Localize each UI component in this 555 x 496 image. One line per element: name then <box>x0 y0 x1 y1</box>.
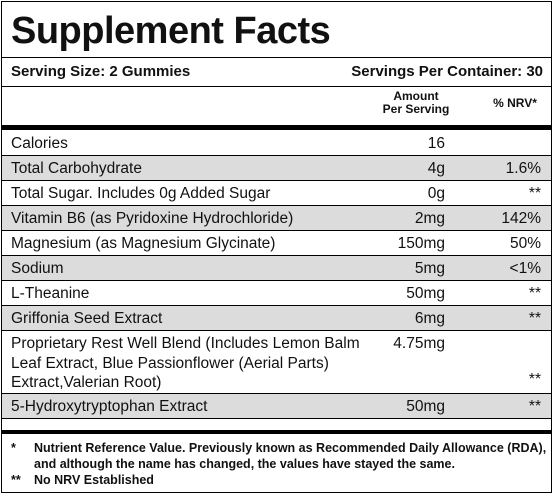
footnote: ** No NRV Established <box>2 472 551 488</box>
nutrient-name: Total Carbohydrate <box>11 160 142 177</box>
nutrient-amount: 50mg <box>406 398 445 415</box>
table-row: Griffonia Seed Extract 6mg ** <box>2 306 551 331</box>
nutrient-amount: 4.75mg <box>393 335 445 352</box>
table-row: Total Carbohydrate 4g 1.6% <box>2 156 551 181</box>
amount-header-line2: Per Serving <box>382 102 450 116</box>
amount-header-line1: Amount <box>393 89 439 103</box>
footnote-text: Nutrient Reference Value. Previously kno… <box>34 441 547 471</box>
nutrient-amount: 50mg <box>406 285 445 302</box>
nrv-header: % NRV* <box>493 96 537 110</box>
panel-title: Supplement Facts <box>11 10 331 52</box>
nutrient-amount: 150mg <box>397 235 445 252</box>
table-row: Calories 16 <box>2 131 551 156</box>
nutrient-nrv: ** <box>528 285 541 302</box>
nutrient-amount: 5mg <box>414 260 445 277</box>
table-row: Total Sugar. Includes 0g Added Sugar 0g … <box>2 181 551 206</box>
nutrient-nrv: ** <box>528 185 541 202</box>
nutrient-amount: 6mg <box>414 310 445 327</box>
footnote-mark: ** <box>11 473 21 487</box>
footnote-mark: * <box>11 441 16 455</box>
nutrient-name: Calories <box>11 135 68 152</box>
nutrient-name: Magnesium (as Magnesium Glycinate) <box>11 235 276 252</box>
nutrient-nrv: <1% <box>509 260 541 277</box>
serving-size: Serving Size: 2 Gummies <box>11 63 191 80</box>
nutrient-nrv: ** <box>528 398 541 415</box>
amount-per-serving-header: Amount Per Serving <box>371 90 461 116</box>
nutrient-nrv: ** <box>528 310 541 327</box>
table-row: Vitamin B6 (as Pyridoxine Hydrochloride)… <box>2 206 551 231</box>
table-row: Magnesium (as Magnesium Glycinate) 150mg… <box>2 231 551 256</box>
nutrient-amount: 0g <box>427 185 445 202</box>
nutrient-table: Calories 16 Total Carbohydrate 4g 1.6% T… <box>2 131 551 419</box>
footnotes: * Nutrient Reference Value. Previously k… <box>2 430 551 488</box>
nutrient-nrv: 142% <box>501 210 541 227</box>
nutrient-name: Griffonia Seed Extract <box>11 310 163 327</box>
nutrient-nrv: ** <box>528 371 541 388</box>
nutrient-name: Vitamin B6 (as Pyridoxine Hydrochloride) <box>11 210 294 227</box>
nutrient-name: L-Theanine <box>11 285 90 302</box>
serving-info-row: Serving Size: 2 Gummies Servings Per Con… <box>2 57 551 87</box>
nutrient-name: Total Sugar. Includes 0g Added Sugar <box>11 185 271 202</box>
nutrient-nrv: 50% <box>509 235 541 252</box>
table-row: 5-Hydroxytryptophan Extract 50mg ** <box>2 394 551 419</box>
nutrient-amount: 16 <box>427 135 445 152</box>
nutrient-name: 5-Hydroxytryptophan Extract <box>11 398 208 415</box>
nutrient-name: Sodium <box>11 260 64 277</box>
nutrient-name: Proprietary Rest Well Blend (Includes Le… <box>11 335 360 391</box>
footnote: * Nutrient Reference Value. Previously k… <box>2 440 551 472</box>
nutrient-amount: 4g <box>427 160 445 177</box>
servings-per-container: Servings Per Container: 30 <box>351 63 543 80</box>
table-row: L-Theanine 50mg ** <box>2 281 551 306</box>
table-row: Proprietary Rest Well Blend (Includes Le… <box>2 331 551 394</box>
table-row: Sodium 5mg <1% <box>2 256 551 281</box>
nutrient-amount: 2mg <box>414 210 445 227</box>
column-header: Amount Per Serving % NRV* <box>2 87 551 130</box>
nutrient-nrv: 1.6% <box>505 160 541 177</box>
footnote-text: No NRV Established <box>34 473 154 487</box>
